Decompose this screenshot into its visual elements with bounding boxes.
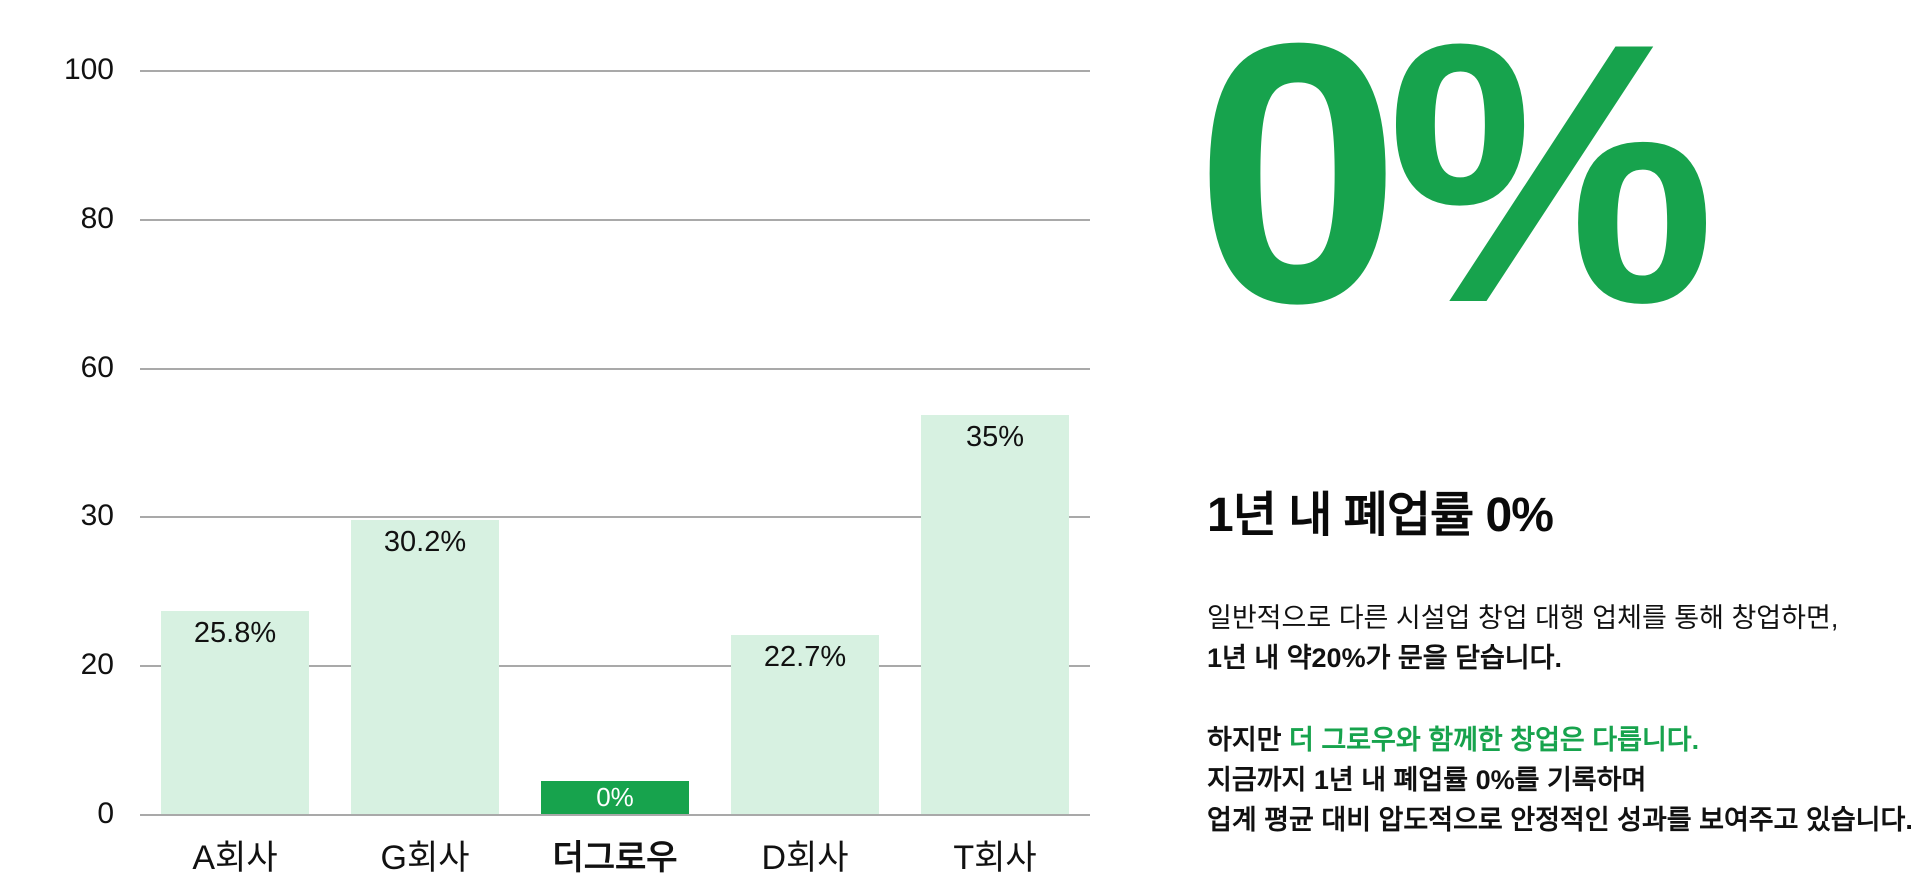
para1-line2: 1년 내 약20%가 문을 닫습니다. <box>1207 643 1562 673</box>
gridline <box>140 70 1090 72</box>
big-stat: 0% <box>1195 0 1716 380</box>
x-axis-label: T회사 <box>953 839 1037 877</box>
plot-area: 100 80 60 30 20 0 25.8% A회사 30.2% G회사 0% 더그로우 22.7% D… <box>64 55 1090 877</box>
para2-prefix: 하지만 <box>1207 725 1290 755</box>
bar-value-label: 25.8% <box>193 616 277 649</box>
para2-line2: 지금까지 1년 내 폐업률 0%를 기록하며 <box>1207 765 1647 795</box>
y-axis-tick-label: 20 <box>80 648 114 682</box>
x-axis-label: D회사 <box>761 839 849 877</box>
bar-4: 22.7% <box>731 634 879 814</box>
x-axis-label: 더그로우 <box>552 839 678 877</box>
bar-5: 35% <box>921 415 1069 814</box>
y-axis-tick-label: 100 <box>63 53 114 86</box>
x-axis-label: A회사 <box>192 839 278 877</box>
bar-value-label: 22.7% <box>763 640 847 673</box>
gridline <box>140 814 1090 816</box>
x-axis-label: G회사 <box>380 839 470 877</box>
paragraph-industry-average: 일반적으로 다른 시설업 창업 대행 업체를 통해 창업하면, 1년 내 약20… <box>1207 598 1838 678</box>
para2-highlight: 더 그로우와 함께한 창업은 다릅니다. <box>1289 725 1700 755</box>
gridline <box>140 665 1090 668</box>
bar-3: 0% <box>541 781 689 814</box>
bar-2: 30.2% <box>351 520 499 814</box>
gridline <box>140 516 1090 519</box>
y-axis-tick-label: 60 <box>80 350 114 384</box>
para2-line3: 업계 평균 대비 압도적으로 안정적인 성과를 보여주고 있습니다. <box>1207 805 1913 835</box>
bar-value-label: 0% <box>596 782 634 813</box>
paragraph-thegrow-record: 하지만 더 그로우와 함께한 창업은 다릅니다. 지금까지 1년 내 폐업률 0… <box>1207 720 1913 840</box>
para1-line1: 일반적으로 다른 시설업 창업 대행 업체를 통해 창업하면, <box>1207 603 1839 633</box>
bar-1: 25.8% <box>161 610 309 814</box>
gridline <box>140 218 1090 221</box>
y-axis-tick-label: 0 <box>97 797 114 830</box>
gridline <box>140 367 1090 370</box>
y-axis-tick-label: 80 <box>80 201 114 235</box>
closure-rate-bar-chart: 100 80 60 30 20 0 25.8% A회사 30.2% G회사 0% 더그로우 22.7% D… <box>64 55 1090 877</box>
bar-value-label: 35% <box>965 421 1025 454</box>
headline: 1년 내 폐업률 0% <box>1207 489 1554 542</box>
bar-value-label: 30.2% <box>383 526 467 559</box>
y-axis-tick-label: 30 <box>80 499 114 533</box>
